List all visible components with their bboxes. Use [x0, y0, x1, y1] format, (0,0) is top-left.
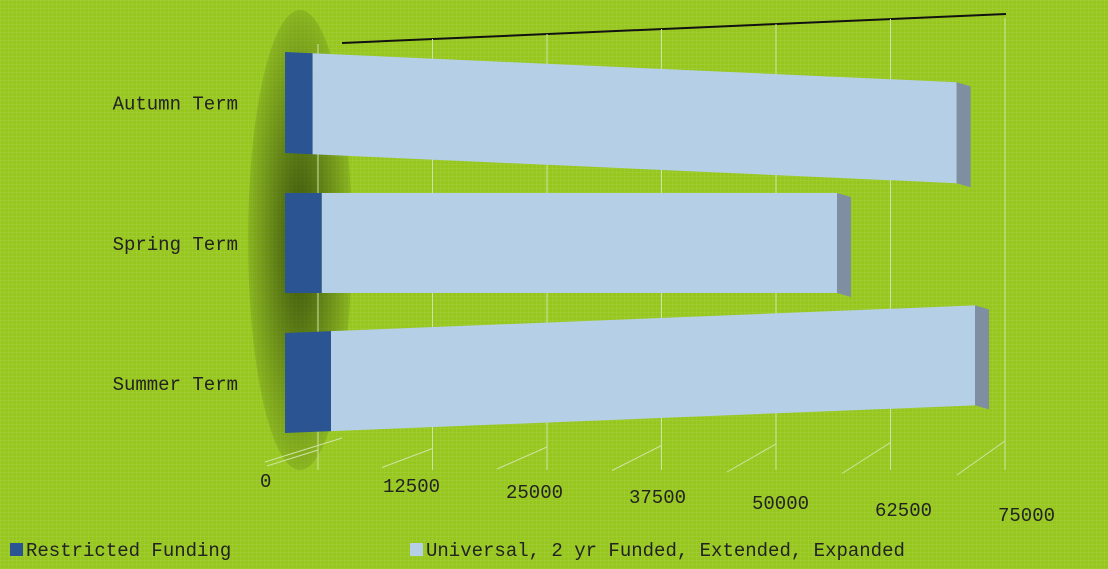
floor-gridline	[496, 446, 548, 470]
floor-gridline	[726, 443, 777, 473]
x-tick-label: 75000	[998, 505, 1055, 527]
x-tick-label: 25000	[506, 482, 563, 504]
category-label-autumn-term: Autumn Term	[113, 94, 238, 116]
legend-item-universal-funding: Universal, 2 yr Funded, Extended, Expand…	[410, 540, 905, 562]
bar-side-spring-term	[837, 193, 851, 297]
legend-label-universal-funding: Universal, 2 yr Funded, Extended, Expand…	[426, 540, 905, 562]
bar-autumn-term-restricted-funding	[285, 52, 313, 155]
legend-label-restricted-funding: Restricted Funding	[26, 540, 232, 562]
legend-swatch-universal-funding	[410, 543, 423, 556]
category-label-spring-term: Spring Term	[113, 234, 238, 256]
x-tick-label: 12500	[383, 476, 440, 498]
bar-summer-term-restricted-funding	[285, 331, 331, 433]
legend-item-restricted-funding: Restricted Funding	[10, 540, 231, 562]
x-axis-tick-labels: 0 12500 25000 37500 50000 62500 75000	[260, 471, 1055, 527]
bar-chart: Autumn Term Spring Term Summer Term 0 12500…	[113, 10, 1055, 527]
floor-gridline	[266, 449, 319, 467]
floor-gridline	[381, 448, 433, 468]
floor-gridline	[611, 445, 662, 471]
legend: Restricted Funding Universal, 2 yr Funde…	[10, 540, 1105, 566]
x-tick-label: 37500	[629, 487, 686, 509]
bar-side-summer-term	[975, 305, 989, 410]
bar-autumn-term-universal-2-yr-funded-extended-expanded	[312, 53, 957, 184]
bar-summer-term-universal-2-yr-funded-extended-expanded	[331, 305, 975, 432]
top-edge-line	[341, 13, 1007, 44]
floor-gridline	[841, 442, 891, 474]
legend-swatch-restricted-funding	[10, 543, 23, 556]
category-labels: Autumn Term Spring Term Summer Term	[113, 94, 238, 397]
x-tick-label: 50000	[752, 493, 809, 515]
bar-side-autumn-term	[956, 82, 971, 188]
bar-spring-term-restricted-funding	[285, 193, 322, 293]
x-tick-label: 0	[260, 471, 271, 493]
bar-spring-term-universal-2-yr-funded-extended-expanded	[321, 193, 837, 293]
category-label-summer-term: Summer Term	[113, 374, 238, 396]
floor-gridline	[956, 440, 1006, 476]
x-tick-label: 62500	[875, 500, 932, 522]
floor-front-edge	[264, 437, 343, 463]
bars-group	[285, 52, 989, 433]
